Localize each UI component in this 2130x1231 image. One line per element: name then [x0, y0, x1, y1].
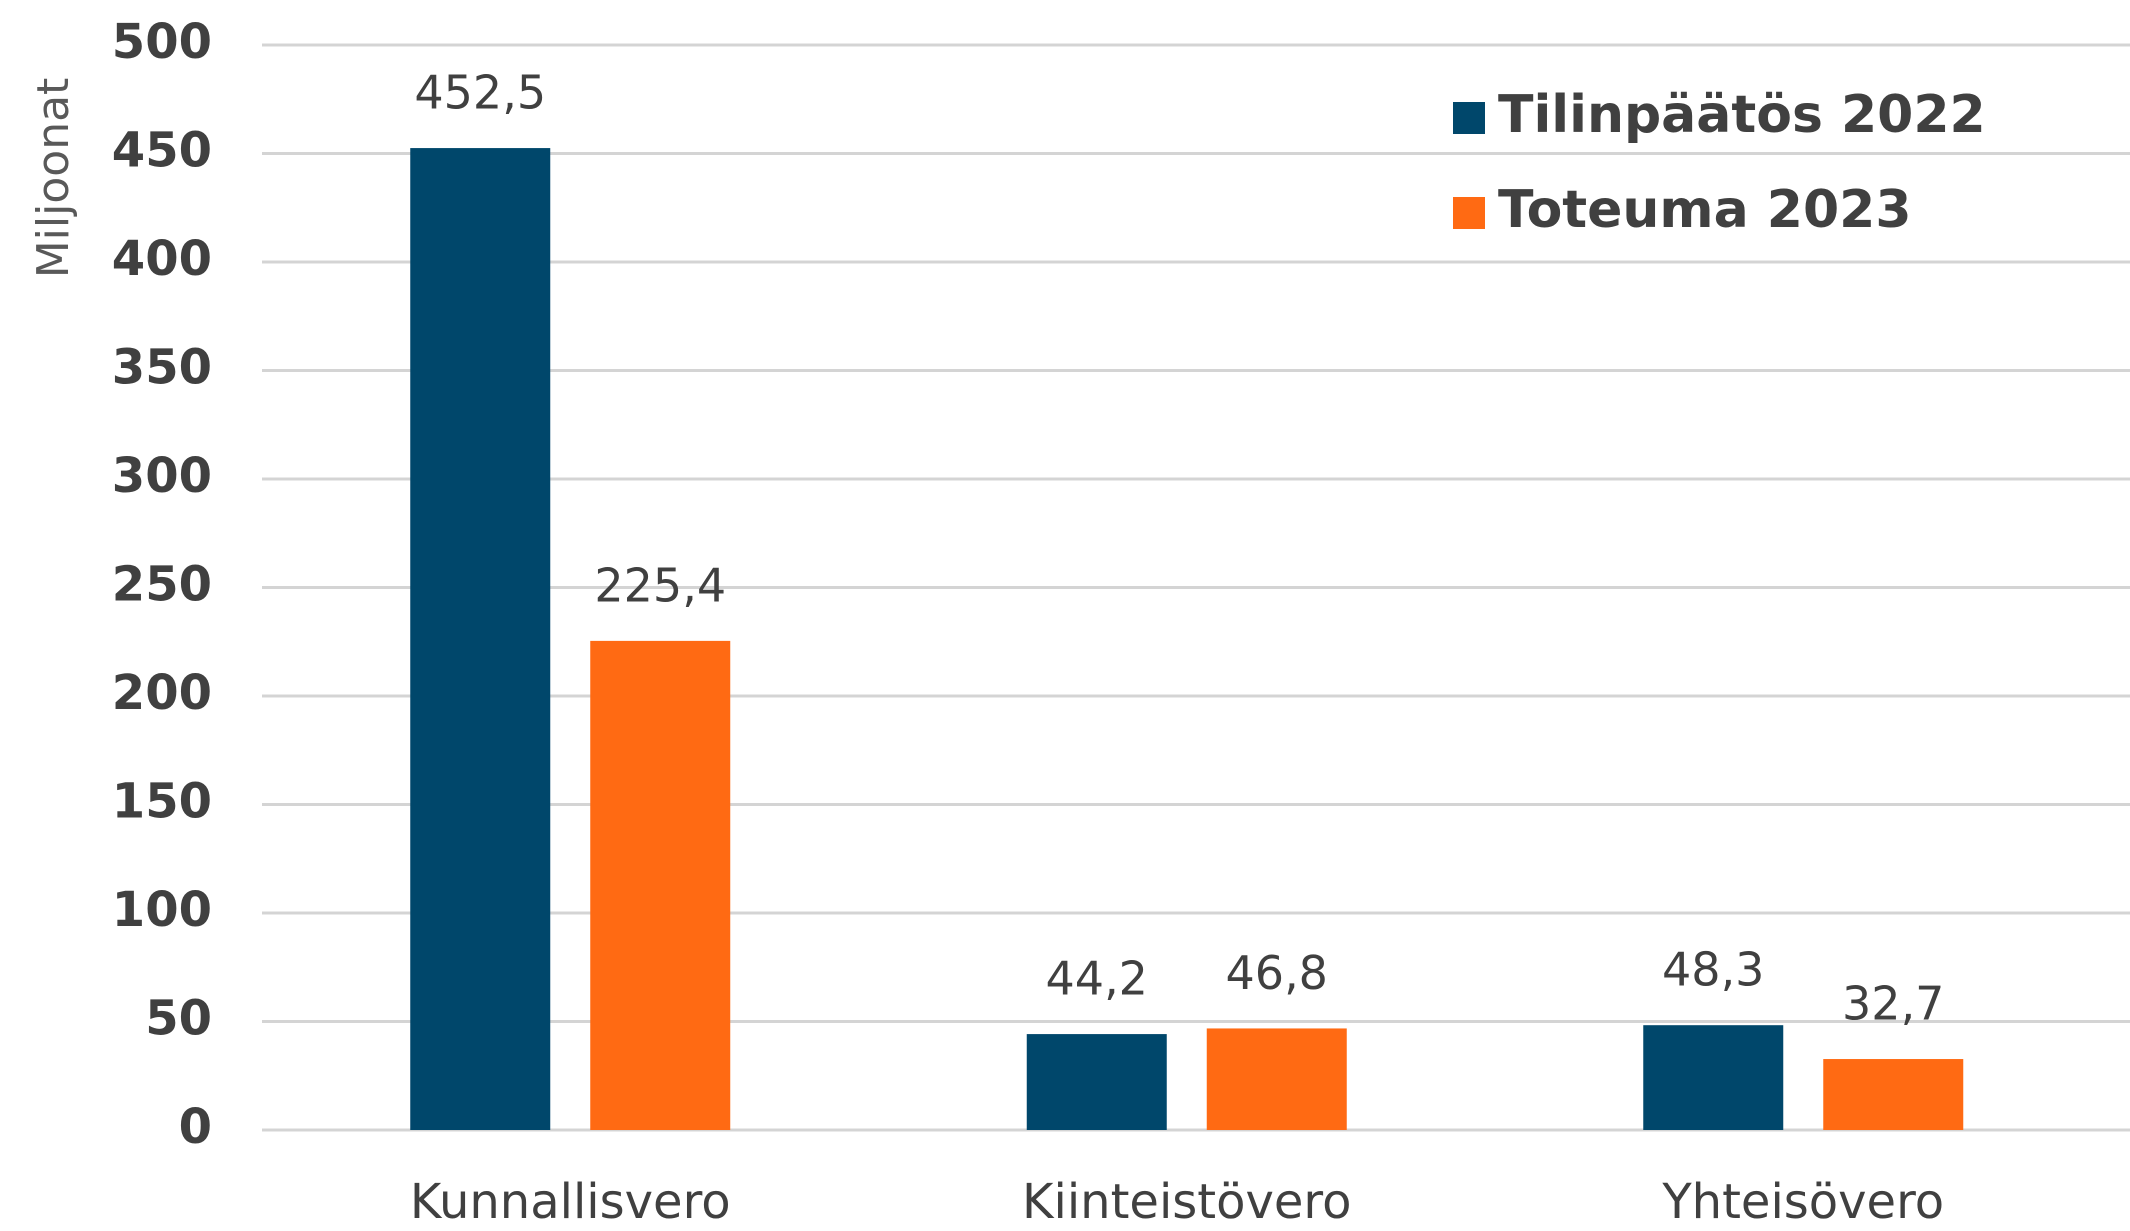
- bar: [590, 640, 731, 1130]
- y-tick-label: 350: [112, 340, 212, 396]
- y-tick-label: 200: [112, 665, 212, 721]
- legend-label: Toteuma 2023: [1498, 180, 1912, 240]
- data-label: 225,4: [594, 558, 726, 612]
- bar: [1206, 1028, 1347, 1130]
- data-label: 44,2: [1046, 952, 1148, 1006]
- legend-swatch: [1453, 102, 1485, 134]
- legend-label: Tilinpäätös 2022: [1498, 85, 1986, 145]
- data-label: 452,5: [414, 66, 546, 120]
- y-axis-label: Miljoonat: [28, 78, 79, 279]
- bar: [1026, 1034, 1167, 1130]
- bar: [410, 148, 551, 1130]
- y-tick-label: 250: [112, 557, 212, 613]
- y-tick-label: 0: [179, 1099, 212, 1155]
- y-tick-label: 400: [112, 231, 212, 287]
- y-tick-label: 100: [112, 882, 212, 938]
- bar: [1643, 1025, 1784, 1130]
- x-tick-label: Kiinteistövero: [1022, 1174, 1351, 1230]
- data-label: 48,3: [1662, 943, 1764, 997]
- bar: [1823, 1059, 1964, 1130]
- x-tick-label: Yhteisövero: [1661, 1174, 1944, 1230]
- data-label: 32,7: [1842, 977, 1944, 1031]
- y-tick-label: 500: [112, 14, 212, 70]
- legend-swatch: [1453, 197, 1485, 229]
- y-tick-label: 300: [112, 448, 212, 504]
- y-tick-label: 450: [112, 123, 212, 179]
- y-tick-label: 150: [112, 774, 212, 830]
- y-tick-label: 50: [145, 991, 212, 1047]
- data-label: 46,8: [1226, 946, 1328, 1000]
- x-tick-label: Kunnallisvero: [410, 1174, 731, 1230]
